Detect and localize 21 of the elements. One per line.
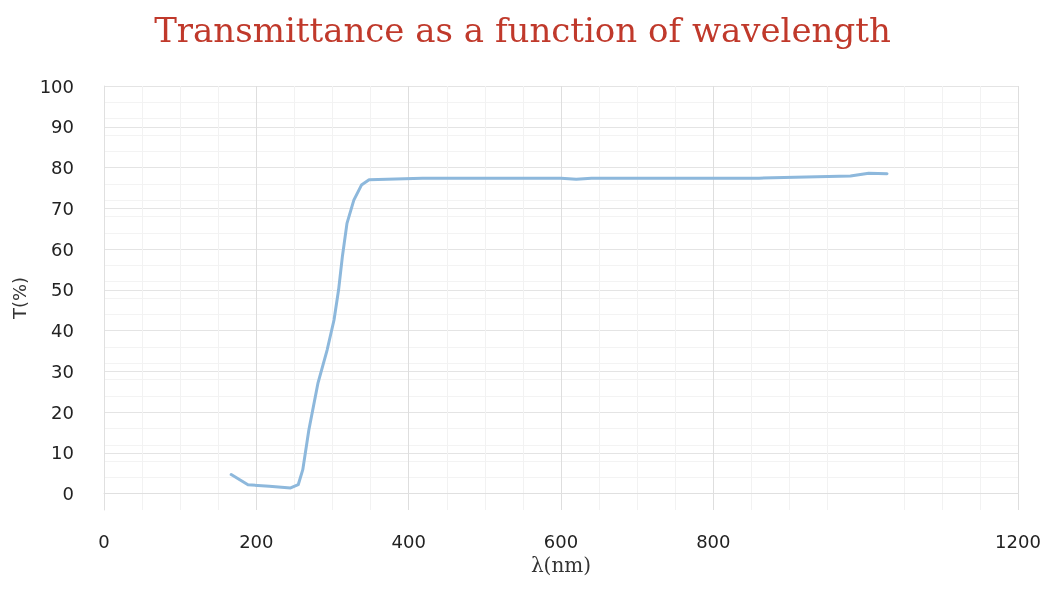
y-tick-label: 100 (39, 75, 74, 97)
y-tick-label: 10 (51, 442, 74, 464)
y-tick-label: 90 (51, 116, 74, 138)
x-tick-label: 0 (98, 530, 110, 552)
y-tick-label: 70 (51, 197, 74, 219)
y-tick-label: 40 (51, 320, 74, 342)
x-axis-title: λ(nm) (530, 552, 592, 577)
y-tick-label: 20 (51, 401, 74, 423)
y-tick-label: 50 (51, 279, 74, 301)
x-tick-label: 200 (239, 530, 274, 552)
x-tick-label: 600 (543, 530, 579, 552)
y-tick-label: 60 (51, 238, 74, 260)
x-tick-label: 400 (391, 530, 426, 552)
y-tick-label: 0 (62, 483, 74, 505)
line-series (229, 171, 889, 490)
y-tick-label: 80 (51, 157, 74, 179)
y-tick-label: 30 (51, 360, 74, 382)
chart-title: Transmittance as a function of wavelength (154, 10, 891, 50)
x-tick-label: 800 (696, 530, 731, 552)
y-axis-title: T(%) (9, 276, 31, 321)
x-tick-label: 1200 (995, 530, 1041, 552)
